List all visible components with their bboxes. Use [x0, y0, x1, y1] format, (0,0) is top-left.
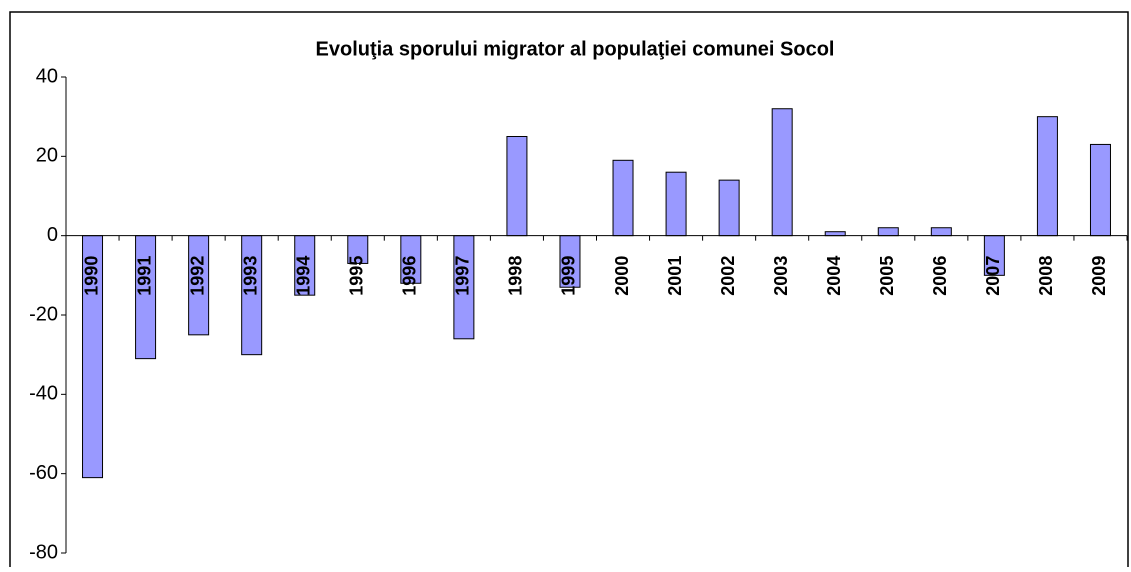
x-tick-label: 2001 — [665, 256, 685, 296]
y-tick-label: 40 — [36, 65, 58, 87]
x-tick-label: 1991 — [134, 256, 154, 296]
y-tick-label: 0 — [47, 224, 58, 246]
x-tick-label: 1999 — [559, 256, 579, 296]
bar — [930, 227, 952, 237]
x-tick-label: 2007 — [983, 256, 1003, 296]
y-tick-label: -60 — [29, 462, 58, 484]
bar — [1089, 143, 1111, 237]
bar — [718, 179, 740, 237]
y-tick-label: -40 — [29, 383, 58, 405]
y-tick-label: 20 — [36, 145, 58, 167]
y-tick-label: -20 — [29, 303, 58, 325]
x-tick-label: 1994 — [293, 256, 313, 296]
x-tick-label: 2004 — [824, 256, 844, 296]
bar — [506, 136, 528, 237]
x-tick-label: 2002 — [718, 256, 738, 296]
x-tick-label: 1998 — [506, 256, 526, 296]
x-tick-label: 2008 — [1036, 256, 1056, 296]
bar — [877, 227, 899, 237]
chart-title: Evoluţia sporului migrator al populaţiei… — [316, 38, 835, 60]
bar — [1036, 116, 1058, 237]
x-tick-label: 2000 — [612, 256, 632, 296]
y-tick-label: -80 — [29, 541, 58, 563]
bar — [824, 231, 846, 237]
x-tick-label: 2009 — [1089, 256, 1109, 296]
bar — [771, 108, 793, 237]
bar — [612, 159, 634, 237]
x-tick-label: 2006 — [930, 256, 950, 296]
x-tick-label: 1990 — [81, 256, 101, 296]
x-tick-label: 1997 — [453, 256, 473, 296]
bar — [135, 235, 157, 360]
x-tick-label: 1993 — [240, 256, 260, 296]
x-tick-label: 1996 — [400, 256, 420, 296]
bar — [665, 171, 687, 237]
x-tick-label: 2005 — [877, 256, 897, 296]
x-tick-label: 1992 — [187, 256, 207, 296]
x-tick-label: 1995 — [347, 256, 367, 296]
x-tick-label: 2003 — [771, 256, 791, 296]
